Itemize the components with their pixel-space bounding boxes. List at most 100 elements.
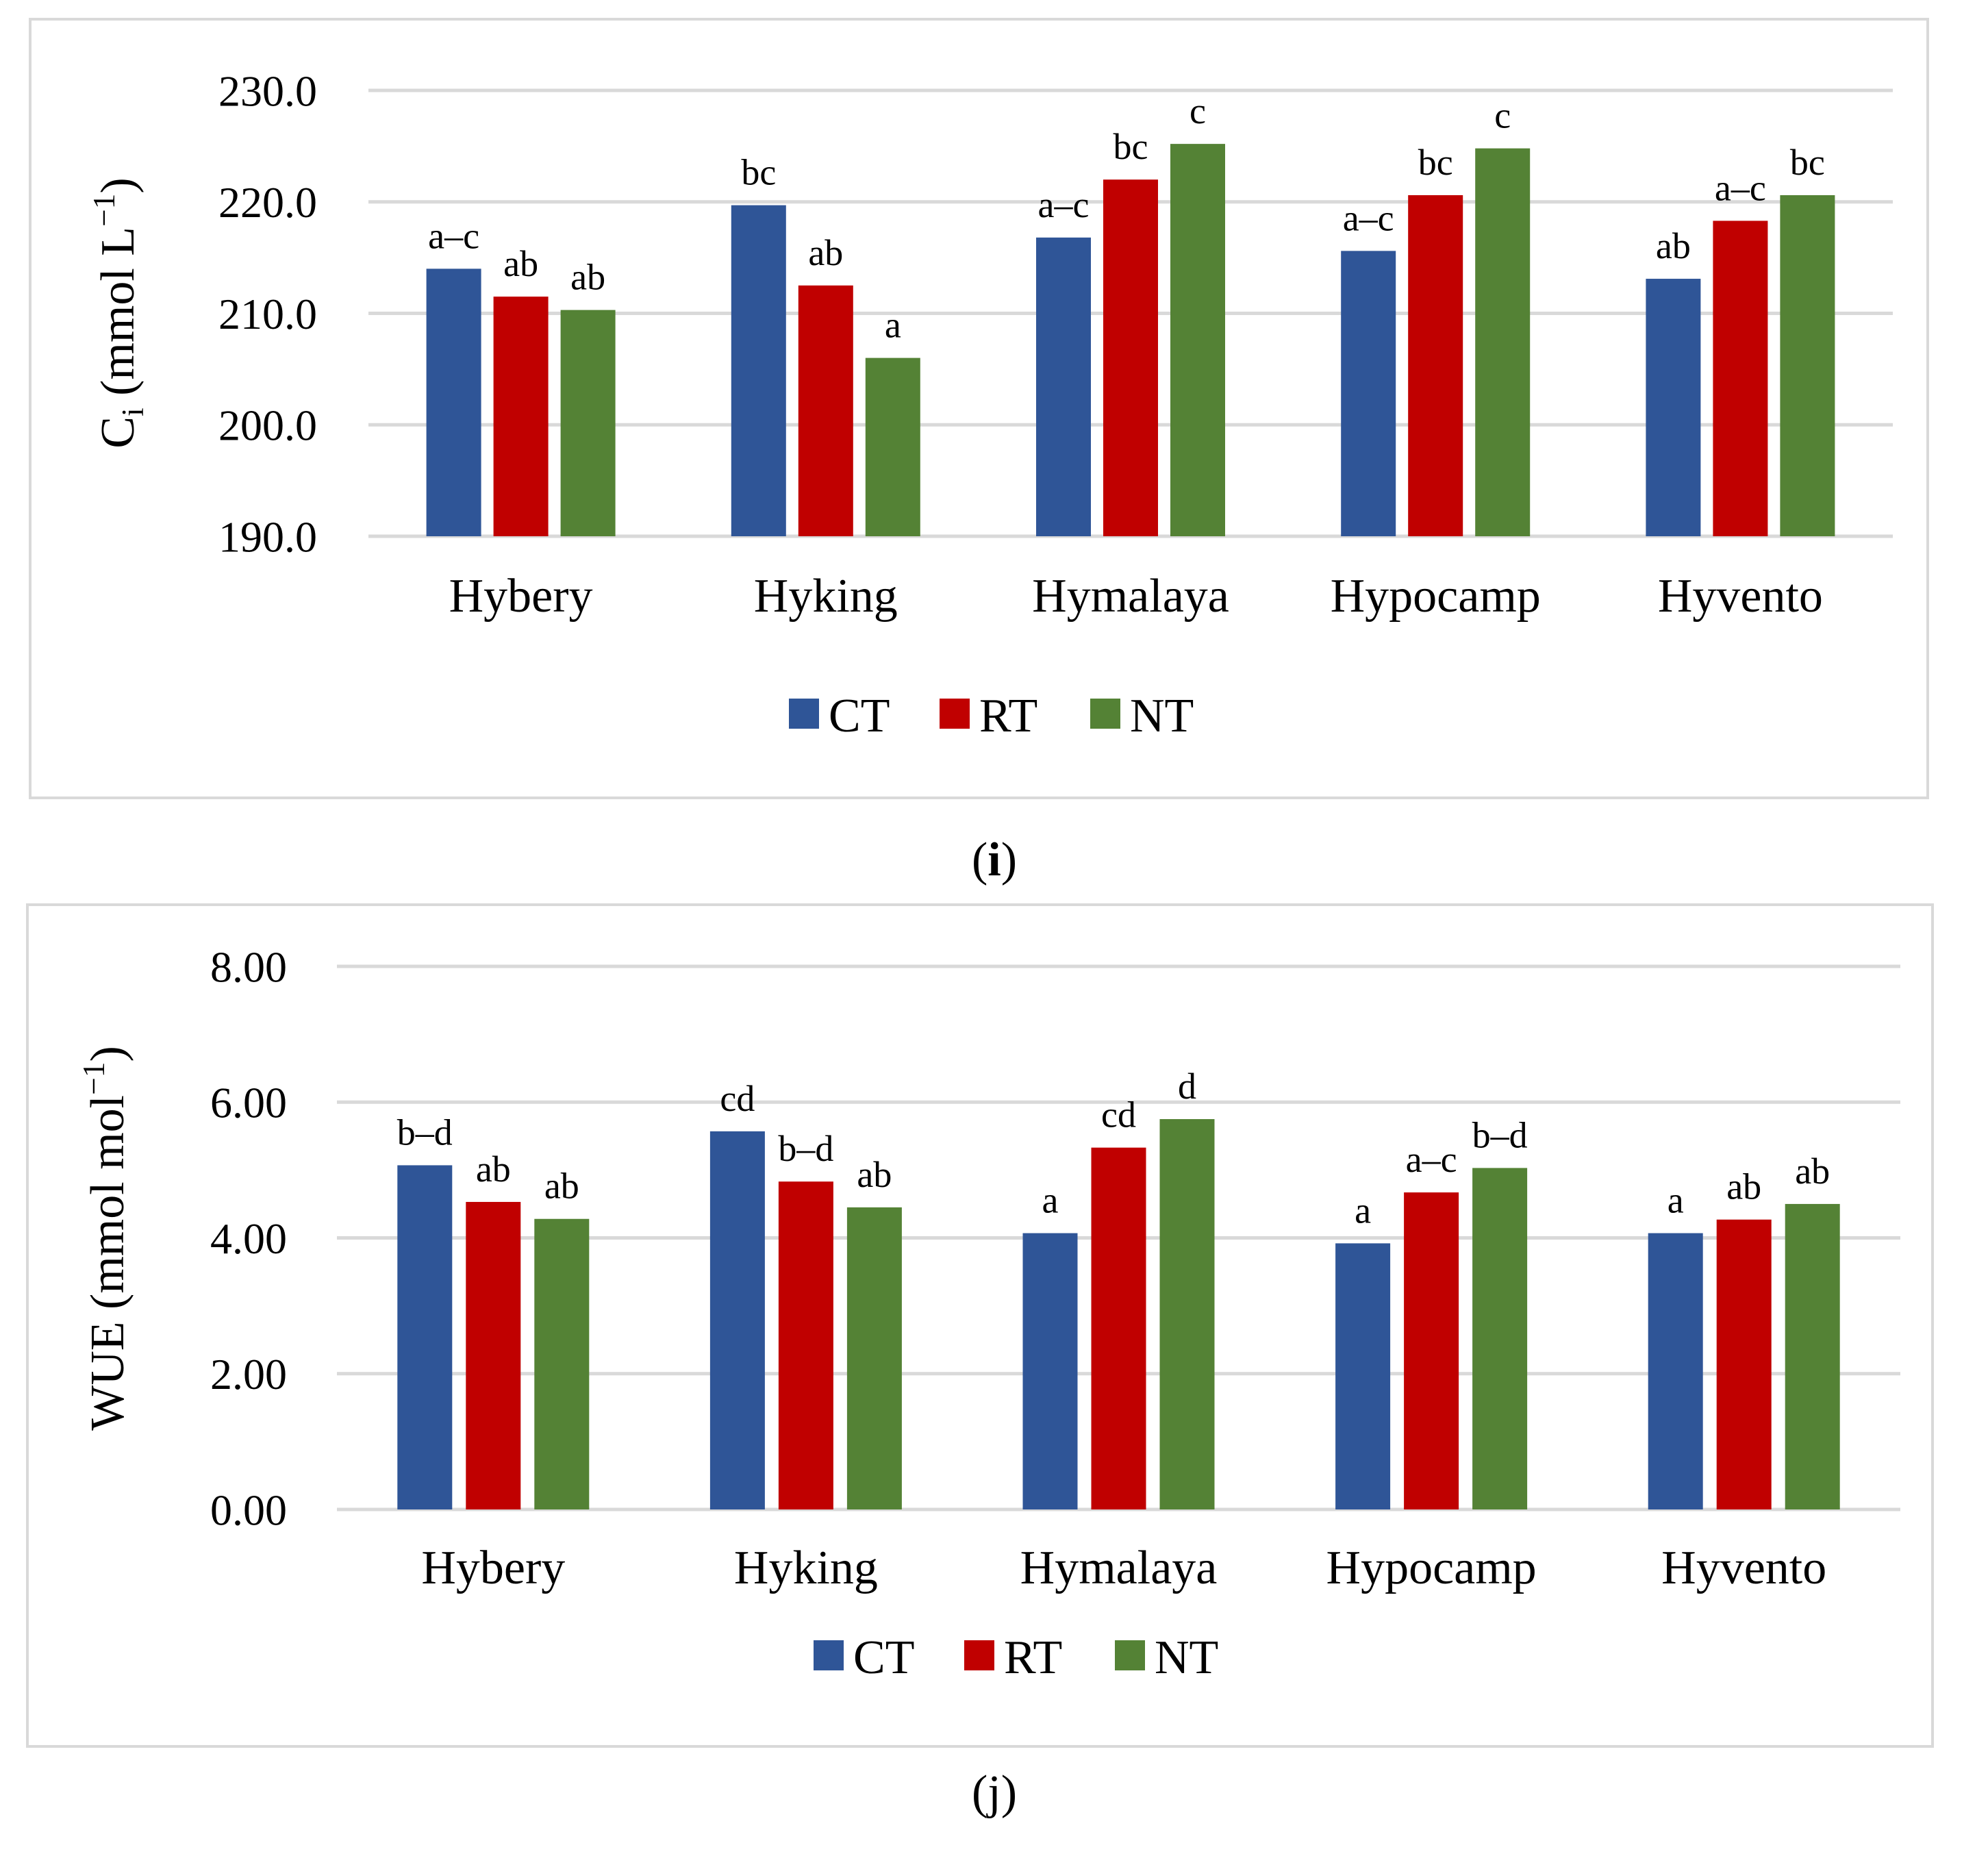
y-axis-title-part: i [115,407,150,416]
caption-paren-open: ( [972,1766,987,1819]
significance-label: a [885,305,901,346]
bar-rt [1404,1192,1459,1509]
bar-nt [865,358,920,536]
legend-label: NT [1155,1631,1218,1684]
bar-ct [1022,1233,1078,1509]
y-axis-title-part: −1 [86,194,121,227]
x-category-label: Hyvento [1661,1542,1826,1594]
legend-label: RT [979,690,1037,742]
bar-ct [426,268,481,536]
significance-label: ab [570,257,605,298]
y-tick-label: 210.0 [218,290,317,338]
significance-label: bc [1113,126,1148,167]
y-axis-title-part: (mmol L [92,227,144,407]
y-tick-label: 6.00 [210,1079,287,1127]
significance-label: ab [808,232,843,273]
legend: CT RT NT [814,1631,1218,1684]
bar-rt [493,297,549,536]
bar-nt [1780,195,1835,536]
x-category-label: Hybery [449,570,593,623]
x-category-label: Hybery [421,1542,565,1594]
legend-swatch-nt [1115,1640,1145,1670]
x-category-label: Hyking [754,570,898,623]
legend-swatch-rt [940,699,970,729]
significance-label: cd [1101,1094,1136,1136]
bar-nt [534,1218,590,1509]
significance-label: ab [476,1149,511,1190]
bar-nt [1472,1168,1528,1509]
y-tick-label: 190.0 [218,512,317,561]
chart-frame [29,18,1929,799]
bar-ct [397,1165,453,1509]
y-axis-title-part: C [92,416,144,449]
significance-label: cd [720,1078,755,1119]
bar-rt [1091,1147,1146,1509]
x-category-label: Hymalaya [1020,1542,1218,1594]
significance-label: a–c [1343,197,1394,238]
y-axis-title: Ci (mmol L−1) [86,177,150,449]
significance-label: ab [1726,1166,1761,1207]
legend-swatch-ct [814,1640,844,1670]
bar-nt [1475,148,1531,536]
chart-panel-j: 0.002.004.006.008.00b–dab abHyberycdb–dab… [26,903,1934,1819]
bar-rt [1713,221,1768,536]
significance-label: a [1355,1190,1371,1231]
legend-label: CT [853,1631,914,1684]
bar-nt [1785,1203,1840,1509]
y-axis-title-part: ) [92,177,144,193]
chart-frame [26,903,1934,1748]
significance-label: b–d [1472,1114,1528,1155]
bar-rt [466,1201,521,1509]
bar-ct [1335,1243,1391,1509]
significance-label: ab [1795,1151,1830,1192]
significance-label: ab [544,1166,579,1207]
x-category-label: Hymalaya [1032,570,1229,623]
significance-label: b–d [397,1112,453,1153]
caption-paren-close: ) [1001,833,1017,886]
significance-label: bc [1790,142,1825,183]
bar-ct [709,1131,765,1509]
bar-nt [846,1207,902,1509]
legend-label: RT [1004,1631,1062,1684]
x-category-label: Hypocamp [1326,1542,1537,1594]
caption-letter: i [987,833,1001,886]
caption-paren-open: ( [972,833,987,886]
significance-label: ab [503,243,538,284]
significance-label: a–c [1406,1139,1457,1180]
bar-ct [1341,251,1396,536]
bar-rt [1716,1219,1772,1509]
significance-label: a [1668,1180,1684,1221]
significance-label: a [1042,1180,1059,1221]
significance-label: c [1190,90,1206,131]
panel-caption: (j) [972,1766,1017,1819]
y-tick-label: 200.0 [218,401,317,450]
y-tick-label: 230.0 [218,66,317,115]
legend-label: NT [1130,690,1194,742]
x-category-label: Hyvento [1658,570,1823,623]
significance-label: ab [1656,225,1691,266]
y-tick-label: 2.00 [210,1350,287,1399]
bar-rt [1408,195,1463,536]
y-tick-label: 8.00 [210,942,287,991]
bar-ct [1036,237,1091,536]
significance-label: ab [857,1154,892,1195]
bar-nt [1159,1119,1215,1509]
caption-letter: j [985,1766,1001,1819]
significance-label: a–c [428,215,479,256]
legend-swatch-ct [789,699,819,729]
bar-ct [1648,1233,1703,1509]
x-category-label: Hyking [734,1542,878,1594]
bar-ct [731,205,786,536]
legend: CT RT NT [789,690,1194,742]
significance-label: bc [1418,142,1453,183]
y-axis-title-part: −1 [76,1062,111,1094]
bar-nt [1170,144,1225,536]
y-axis-title: WUE (mmol mol−1) [76,1046,134,1431]
x-category-label: Hypocamp [1331,570,1541,623]
bar-ct [1646,279,1701,536]
y-tick-label: 0.00 [210,1485,287,1534]
significance-label: bc [741,152,776,193]
bar-rt [798,285,853,536]
